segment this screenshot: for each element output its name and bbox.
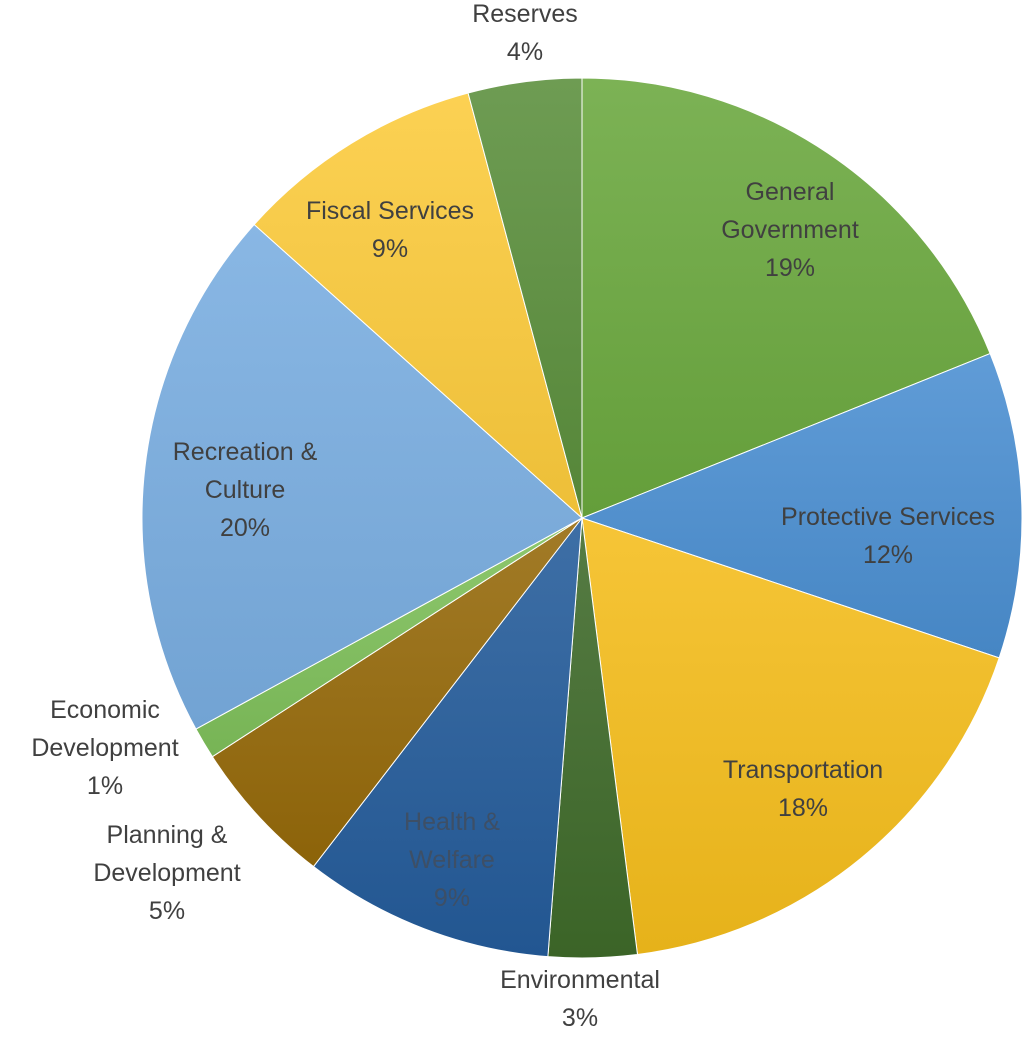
label-text: Development (31, 734, 178, 762)
slice-fiscal-services (253, 92, 583, 520)
label-recreation-and-culture: Recreation & Culture 20% (173, 438, 318, 542)
label-percent: 18% (778, 794, 828, 822)
slice-health-and-welfare (312, 516, 583, 958)
slice-group (141, 77, 1023, 959)
label-percent: 4% (507, 38, 543, 66)
label-fiscal-services: Fiscal Services 9% (306, 197, 474, 263)
label-environmental: Environmental 3% (500, 966, 660, 1032)
label-text: Health & (404, 808, 500, 836)
label-protective-services: Protective Services 12% (781, 503, 995, 569)
label-percent: 3% (562, 1004, 598, 1032)
label-text: Environmental (500, 966, 660, 994)
label-text: Planning & (107, 821, 228, 849)
slice-protective-services (580, 352, 1023, 659)
label-text: Welfare (409, 846, 495, 874)
label-health-and-welfare: Health & Welfare 9% (404, 808, 500, 912)
label-percent: 12% (863, 541, 913, 569)
label-planning-and-development: Planning & Development 5% (93, 821, 240, 925)
slice-planning-and-development (211, 517, 583, 868)
label-transportation: Transportation 18% (723, 756, 883, 822)
label-text: Reserves (472, 0, 578, 28)
label-text: General (746, 178, 835, 206)
slice-general-government (581, 77, 991, 519)
label-percent: 19% (765, 254, 815, 282)
label-text: Protective Services (781, 503, 995, 531)
label-general-government: General Government 19% (721, 178, 859, 282)
label-text: Recreation & (173, 438, 318, 466)
label-text: Government (721, 216, 859, 244)
label-text: Economic (50, 696, 160, 724)
label-percent: 1% (87, 772, 123, 800)
label-group: General Government 19% Protective Services 1… (31, 0, 995, 1032)
label-percent: 5% (149, 897, 185, 925)
label-text: Development (93, 859, 240, 887)
label-percent: 9% (434, 884, 470, 912)
label-text: Fiscal Services (306, 197, 474, 225)
label-percent: 9% (372, 235, 408, 263)
label-economic-development: Economic Development 1% (31, 696, 178, 800)
slice-transportation (581, 517, 1000, 956)
label-percent: 20% (220, 514, 270, 542)
slice-recreation-and-culture (141, 223, 583, 730)
label-reserves: Reserves 4% (472, 0, 578, 66)
label-text: Transportation (723, 756, 883, 784)
label-text: Culture (205, 476, 286, 504)
slice-reserves (467, 77, 583, 519)
